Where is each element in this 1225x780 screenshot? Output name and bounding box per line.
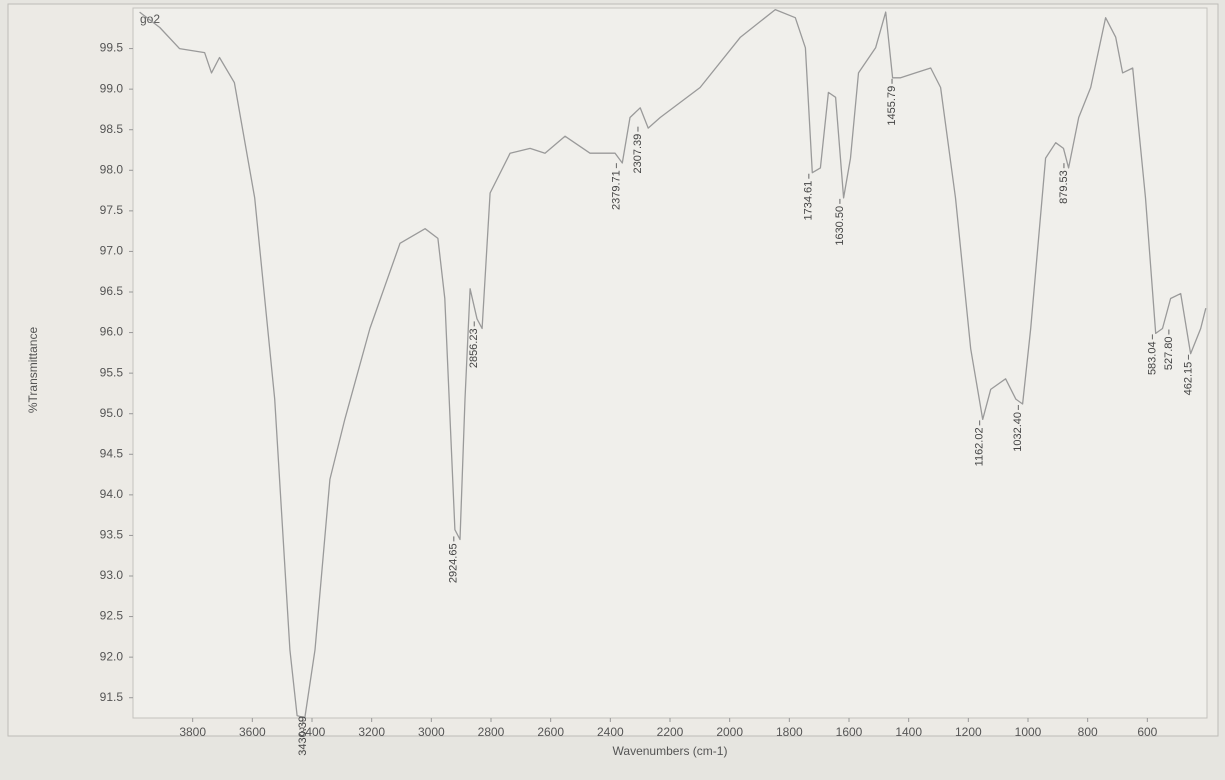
x-tick-label: 800 xyxy=(1078,725,1098,739)
x-axis-label: Wavenumbers (cm-1) xyxy=(613,744,728,758)
x-tick-label: 1000 xyxy=(1015,725,1042,739)
x-tick-label: 2800 xyxy=(478,725,505,739)
x-tick-label: 2000 xyxy=(716,725,743,739)
x-tick-label: 1600 xyxy=(836,725,863,739)
peak-label: 1455.79 xyxy=(886,86,898,126)
y-tick-label: 96.0 xyxy=(100,325,124,339)
peak-label: 2924.65 xyxy=(448,543,460,583)
y-tick-label: 97.5 xyxy=(100,203,124,217)
x-tick-label: 3800 xyxy=(179,725,206,739)
x-tick-label: 3400 xyxy=(299,725,326,739)
peak-label: 1630.50 xyxy=(834,206,846,246)
x-tick-label: 3200 xyxy=(358,725,385,739)
x-tick-label: 2200 xyxy=(657,725,684,739)
peak-label: 1032.40 xyxy=(1012,412,1024,452)
peak-label: 462.15 xyxy=(1182,362,1194,396)
y-tick-label: 96.5 xyxy=(100,284,124,298)
x-tick-label: 1200 xyxy=(955,725,982,739)
peak-label: 583.04 xyxy=(1146,341,1158,375)
y-tick-label: 99.5 xyxy=(100,41,124,55)
y-axis-label: %Transmittance xyxy=(26,327,40,414)
x-tick-label: 3000 xyxy=(418,725,445,739)
y-tick-label: 92.5 xyxy=(100,609,124,623)
y-tick-label: 98.0 xyxy=(100,162,124,176)
x-tick-label: 2400 xyxy=(597,725,624,739)
peak-label: 2379.71 xyxy=(610,170,622,210)
y-tick-label: 91.5 xyxy=(100,690,124,704)
spectrum-line xyxy=(139,8,1207,719)
x-tick-label: 2600 xyxy=(537,725,564,739)
y-tick-label: 99.0 xyxy=(100,81,124,95)
y-tick-label: 95.5 xyxy=(100,365,124,379)
plot-area xyxy=(132,7,1208,719)
peak-label: 879.53 xyxy=(1058,170,1070,204)
peak-label: 527.80 xyxy=(1163,337,1175,371)
peak-label: 2307.39 xyxy=(632,134,644,174)
peak-label: 2856.23 xyxy=(468,328,480,368)
x-tick-label: 1400 xyxy=(895,725,922,739)
y-tick-label: 97.0 xyxy=(100,244,124,258)
y-tick-label: 95.0 xyxy=(100,406,124,420)
peak-label: 1162.02 xyxy=(974,427,986,466)
x-tick-label: 1800 xyxy=(776,725,803,739)
y-tick-label: 92.0 xyxy=(100,649,124,663)
y-tick-label: 98.5 xyxy=(100,122,124,136)
y-tick-label: 94.0 xyxy=(100,487,124,501)
y-tick-label: 93.5 xyxy=(100,528,124,542)
y-tick-label: 93.0 xyxy=(100,568,124,582)
x-tick-label: 600 xyxy=(1137,725,1157,739)
peak-label: 3430.39 xyxy=(297,716,309,756)
x-tick-label: 3600 xyxy=(239,725,266,739)
peak-label: 1734.61 xyxy=(803,181,815,221)
y-tick-label: 94.5 xyxy=(100,446,124,460)
